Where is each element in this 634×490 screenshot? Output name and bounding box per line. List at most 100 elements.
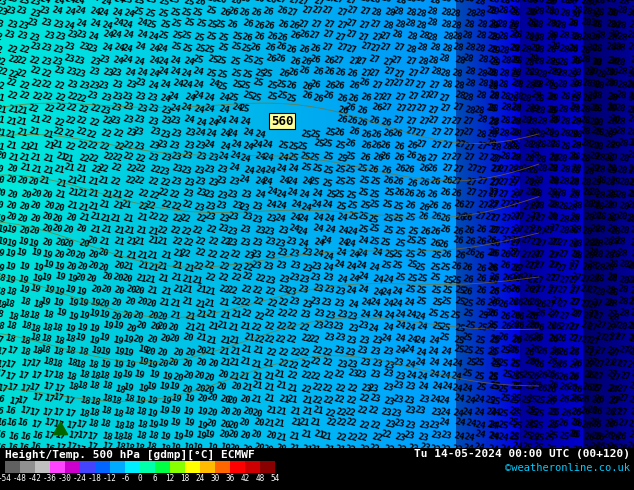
Text: 28: 28 — [535, 154, 548, 165]
Text: 22: 22 — [240, 284, 252, 295]
Text: 19: 19 — [30, 247, 42, 259]
Text: 24: 24 — [439, 370, 451, 381]
Text: 28: 28 — [618, 153, 630, 164]
Text: 27: 27 — [392, 78, 404, 90]
Text: 21: 21 — [204, 346, 217, 358]
Text: 26: 26 — [278, 68, 290, 79]
Text: 28: 28 — [592, 57, 604, 68]
Text: 22: 22 — [265, 347, 278, 359]
Text: 23: 23 — [371, 358, 384, 369]
Text: 22: 22 — [285, 334, 298, 345]
Text: 27: 27 — [594, 333, 606, 343]
Text: 28: 28 — [581, 6, 593, 17]
Text: 26: 26 — [309, 54, 321, 65]
Text: 26: 26 — [579, 420, 592, 431]
Text: 26: 26 — [488, 248, 500, 259]
Text: 23: 23 — [403, 430, 415, 441]
Text: 25: 25 — [453, 335, 466, 346]
Text: 27: 27 — [605, 322, 618, 333]
Text: 26: 26 — [277, 20, 290, 30]
Text: 28: 28 — [486, 31, 498, 42]
Text: 28: 28 — [488, 91, 500, 101]
Text: 25: 25 — [254, 68, 266, 79]
Text: 24: 24 — [394, 320, 407, 331]
Text: 21: 21 — [28, 126, 41, 138]
Text: 18: 18 — [64, 345, 77, 357]
Text: 28: 28 — [533, 93, 545, 104]
Text: 26: 26 — [439, 213, 452, 224]
Text: 25: 25 — [250, 93, 262, 104]
Text: 28: 28 — [607, 116, 619, 127]
Text: 21: 21 — [203, 298, 216, 309]
Text: 21: 21 — [147, 262, 160, 273]
Text: 22: 22 — [252, 296, 265, 308]
Text: 27: 27 — [323, 20, 335, 30]
Text: 25: 25 — [368, 223, 380, 234]
Text: 21: 21 — [207, 321, 220, 332]
Text: 20: 20 — [41, 211, 53, 222]
Text: 26: 26 — [617, 443, 629, 453]
Text: 29: 29 — [549, 57, 561, 68]
Text: 22: 22 — [111, 152, 124, 163]
Text: 30: 30 — [607, 67, 619, 77]
Text: 23: 23 — [391, 408, 403, 418]
Text: 26: 26 — [500, 284, 512, 295]
Text: 20: 20 — [219, 394, 232, 406]
Text: 21: 21 — [262, 418, 275, 429]
Text: 19: 19 — [124, 359, 136, 370]
Text: 22: 22 — [30, 78, 42, 90]
Text: 24: 24 — [289, 213, 301, 223]
Text: 30: 30 — [549, 20, 561, 30]
Text: 25: 25 — [520, 395, 532, 406]
Text: 25: 25 — [407, 226, 420, 237]
Text: 22: 22 — [231, 262, 243, 273]
Text: 27: 27 — [607, 346, 619, 357]
Text: 18: 18 — [145, 441, 157, 452]
Text: 27: 27 — [522, 202, 534, 213]
Text: 27: 27 — [487, 190, 499, 200]
Text: 29: 29 — [626, 200, 634, 211]
Text: 28: 28 — [549, 139, 561, 149]
Text: 28: 28 — [603, 249, 615, 260]
Text: 25: 25 — [497, 358, 509, 369]
Text: 28: 28 — [579, 126, 592, 137]
Text: 24: 24 — [120, 44, 133, 55]
Text: 17: 17 — [19, 359, 32, 370]
Text: 28: 28 — [523, 67, 535, 78]
Text: 18: 18 — [181, 474, 190, 483]
Text: 25: 25 — [489, 335, 501, 345]
Text: 28: 28 — [547, 115, 559, 126]
Text: 27: 27 — [527, 262, 539, 272]
Text: 26: 26 — [569, 429, 581, 440]
Text: 25: 25 — [415, 236, 427, 247]
Text: 28: 28 — [570, 224, 583, 235]
Text: 27: 27 — [392, 42, 405, 53]
Text: 26: 26 — [569, 417, 581, 428]
Text: 28: 28 — [359, 0, 372, 4]
Text: 22: 22 — [217, 272, 230, 283]
Text: 26: 26 — [582, 444, 594, 455]
Text: 24: 24 — [439, 395, 451, 406]
Text: 24: 24 — [463, 432, 476, 443]
Text: 23: 23 — [313, 308, 325, 319]
Text: 28: 28 — [533, 175, 545, 186]
Text: 24: 24 — [148, 55, 160, 67]
Text: 24: 24 — [112, 17, 124, 28]
Text: 18: 18 — [158, 443, 171, 454]
Text: 26: 26 — [289, 30, 302, 41]
Text: 22: 22 — [217, 284, 230, 295]
Text: 18: 18 — [77, 408, 90, 419]
Text: 23: 23 — [288, 296, 300, 308]
Text: 28: 28 — [590, 224, 602, 235]
Text: 27: 27 — [543, 225, 555, 236]
Text: 26: 26 — [578, 394, 591, 405]
Text: 28: 28 — [630, 249, 634, 260]
Text: 28: 28 — [595, 175, 607, 186]
Bar — [110, 461, 125, 473]
Text: 23: 23 — [301, 263, 313, 274]
Text: 30: 30 — [526, 7, 539, 18]
Text: 24: 24 — [404, 370, 417, 382]
Text: 16: 16 — [0, 405, 4, 416]
Text: 21: 21 — [278, 394, 290, 405]
Text: 28: 28 — [524, 7, 536, 18]
